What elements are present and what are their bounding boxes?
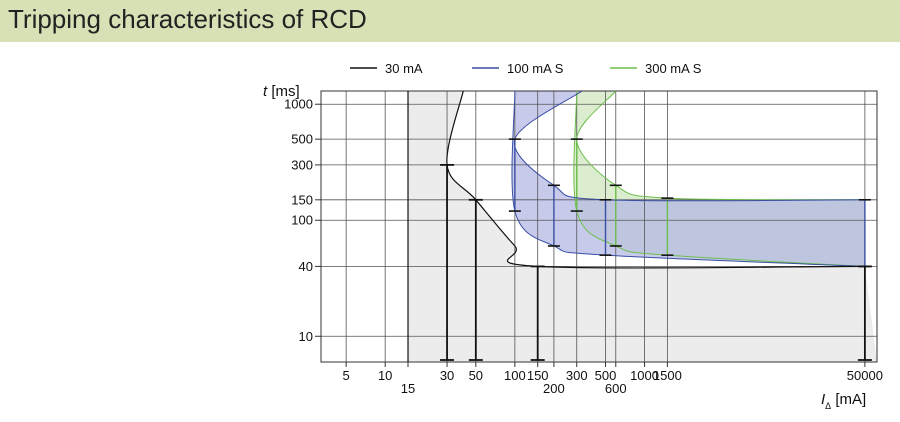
x-tick-label: 10 [378, 368, 392, 383]
y-tick-label: 150 [291, 192, 313, 207]
x-tick-label: 200 [543, 381, 565, 396]
fill-100ma-s [511, 91, 865, 267]
series-300ma-s-lower-line [573, 91, 865, 267]
series-300ma-s-upper-line [576, 91, 865, 201]
y-tick-label: 300 [291, 157, 313, 172]
series-30ma-legend-label: 30 mA [385, 61, 423, 76]
x-tick-label: 50000 [847, 368, 883, 383]
series-100ma-s-lower-line [511, 91, 865, 267]
x-tick-label: 1500 [653, 368, 682, 383]
x-tick-label: 30 [440, 368, 454, 383]
y-tick-label: 500 [291, 132, 313, 147]
x-tick-label: 600 [605, 381, 627, 396]
title-bar [0, 0, 900, 42]
y-tick-label: 10 [299, 329, 313, 344]
fill-30ma [408, 91, 877, 362]
x-tick-label: 50 [469, 368, 483, 383]
y-tick-label: 1000 [284, 97, 313, 112]
page-title: Tripping characteristics of RCD [8, 4, 367, 34]
y-axis-label: t [ms] [263, 83, 300, 100]
x-tick-label: 100 [504, 368, 526, 383]
y-tick-label: 100 [291, 213, 313, 228]
series-300ma-s-legend-label: 300 mA S [645, 61, 702, 76]
series-100ma-s-upper-line [513, 91, 865, 202]
y-tick-label: 40 [299, 259, 313, 274]
x-tick-label: 500 [595, 368, 617, 383]
x-tick-label: 1000 [630, 368, 659, 383]
x-tick-label: 150 [527, 368, 549, 383]
x-axis-label: IΔ [mA] [821, 391, 866, 411]
plot-frame [320, 90, 878, 363]
x-tick-label: 15 [401, 381, 415, 396]
x-tick-label: 5 [343, 368, 350, 383]
x-tick-label: 300 [566, 368, 588, 383]
series-100ma-s-legend-label: 100 mA S [507, 61, 564, 76]
